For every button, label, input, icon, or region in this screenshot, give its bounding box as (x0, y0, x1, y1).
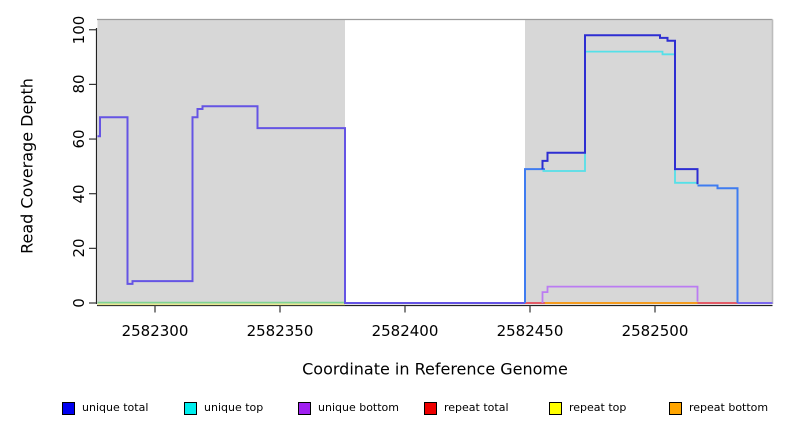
y-tick-label: 60 (70, 129, 88, 149)
coverage-line-unique-total-line-right (541, 34, 699, 185)
shaded-region-right (525, 19, 773, 304)
x-tick-label: 2582350 (246, 322, 314, 340)
x-axis-title: Coordinate in Reference Genome (302, 359, 568, 379)
y-tick-label: 80 (70, 74, 88, 94)
y-tick-label: 20 (70, 238, 88, 258)
gap-region-middle (345, 19, 525, 304)
y-tick-label: 100 (70, 15, 88, 45)
y-tick-label: 0 (70, 298, 88, 308)
coverage-line-unique-total-top-blend-a (524, 168, 545, 303)
x-tick-label: 2582300 (121, 322, 189, 340)
shaded-region-left (97, 19, 345, 304)
x-tick-label: 2582500 (621, 322, 689, 340)
coverage-line-unique-bottom-line-right (541, 285, 699, 303)
y-tick-label: 40 (70, 184, 88, 204)
y-axis-title: Read Coverage Depth (17, 78, 37, 254)
x-tick-label: 2582400 (371, 322, 439, 340)
coverage-line-unique-total-left (97, 105, 525, 304)
coverage-line-unique-total-top-blend-b (697, 184, 739, 303)
x-tick-label: 2582450 (496, 322, 564, 340)
